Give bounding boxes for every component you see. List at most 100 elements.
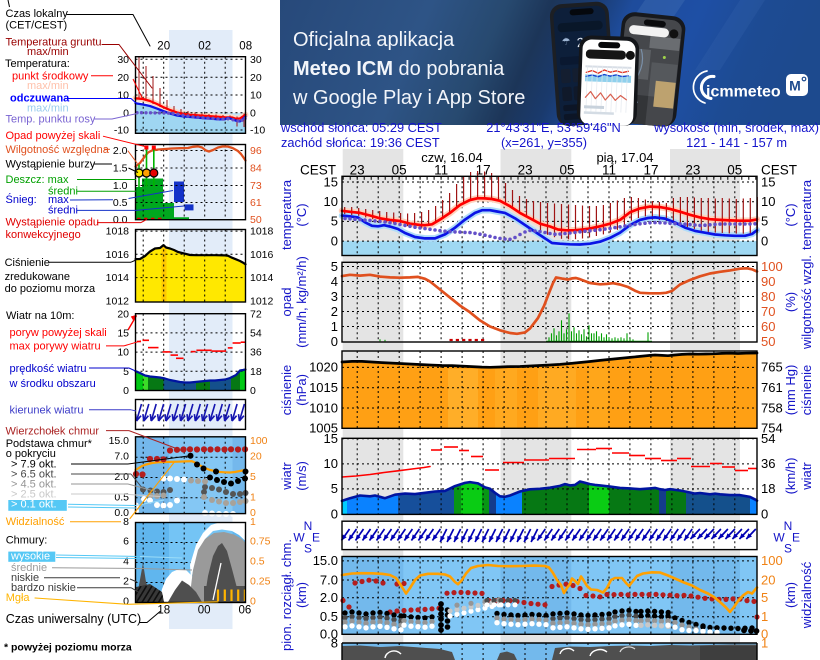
svg-text:10: 10 (117, 90, 129, 102)
svg-text:0: 0 (331, 507, 338, 522)
svg-text:0: 0 (250, 596, 256, 608)
svg-text:wysokie: wysokie (10, 550, 50, 562)
svg-text:M: M (789, 78, 801, 94)
svg-text:1012: 1012 (250, 296, 274, 308)
svg-text:0: 0 (761, 507, 768, 522)
svg-text:bardzo niskie: bardzo niskie (11, 582, 76, 594)
svg-text:średni: średni (48, 205, 78, 217)
svg-text:96: 96 (250, 145, 262, 157)
svg-text:Wierzchołek chmur: Wierzchołek chmur (6, 425, 100, 437)
svg-text:wiatr: wiatr (799, 462, 814, 491)
svg-text:20: 20 (250, 72, 262, 84)
svg-text:754: 754 (761, 421, 783, 436)
svg-text:1015: 1015 (309, 380, 338, 395)
svg-text:5: 5 (123, 366, 129, 378)
svg-text:0: 0 (250, 385, 256, 397)
svg-text:2.0: 2.0 (113, 145, 128, 157)
svg-text:wiatr: wiatr (279, 462, 294, 491)
svg-text:widzialność: widzialność (799, 561, 814, 629)
svg-text:1016: 1016 (250, 249, 274, 261)
svg-text:15.0: 15.0 (109, 435, 130, 447)
svg-text:10: 10 (324, 456, 338, 471)
svg-text:7.0: 7.0 (114, 451, 129, 463)
svg-text:50: 50 (250, 214, 262, 226)
svg-text:Temperatura gruntu: Temperatura gruntu (6, 36, 102, 48)
svg-text:w środku obszaru: w środku obszaru (9, 378, 96, 390)
svg-text:(km/h): (km/h) (783, 458, 798, 495)
svg-text:N: N (784, 519, 793, 533)
svg-text:5: 5 (331, 481, 338, 496)
svg-text:2.0: 2.0 (114, 471, 129, 483)
svg-text:1005: 1005 (309, 421, 338, 436)
svg-text:(km): (km) (783, 582, 798, 608)
svg-text:90: 90 (761, 274, 775, 289)
svg-text:21°43'31"E, 53°59'46"N: 21°43'31"E, 53°59'46"N (486, 120, 621, 135)
svg-text:E: E (792, 531, 800, 545)
svg-text:15: 15 (117, 328, 129, 340)
svg-text:0.75: 0.75 (250, 536, 271, 548)
svg-text:17: 17 (643, 163, 658, 178)
svg-text:0: 0 (123, 385, 129, 397)
svg-text:100: 100 (761, 259, 783, 274)
svg-text:Wilgotność względna: Wilgotność względna (6, 144, 110, 156)
svg-text:(°C): (°C) (294, 203, 309, 226)
svg-text:4: 4 (123, 556, 129, 568)
svg-text:Temp. punktu rosy: Temp. punktu rosy (6, 114, 96, 126)
svg-text:08: 08 (239, 41, 252, 53)
svg-text:30: 30 (117, 54, 129, 66)
svg-text:1020: 1020 (309, 360, 338, 375)
svg-text:0.5: 0.5 (320, 609, 338, 624)
svg-text:20: 20 (157, 41, 170, 53)
svg-text:CEST: CEST (300, 163, 336, 178)
svg-text:Ciśnienie: Ciśnienie (5, 257, 50, 269)
svg-text:0.25: 0.25 (250, 576, 271, 588)
svg-text:-10: -10 (114, 125, 129, 137)
svg-text:23: 23 (350, 163, 365, 178)
svg-text:Mgła: Mgła (6, 592, 31, 604)
svg-text:Wystąpienie opadu: Wystąpienie opadu (6, 217, 99, 229)
svg-text:23: 23 (685, 163, 700, 178)
svg-text:00: 00 (198, 605, 211, 617)
svg-text:(hPa): (hPa) (294, 374, 309, 406)
svg-text:Czas uniwersalny (UTC): Czas uniwersalny (UTC) (6, 612, 141, 626)
svg-text:CEST: CEST (761, 163, 797, 178)
svg-text:50: 50 (761, 334, 775, 349)
svg-text:max/min: max/min (27, 46, 69, 58)
svg-text:punkt środkowy: punkt środkowy (12, 70, 89, 82)
svg-text:73: 73 (250, 180, 262, 192)
svg-text:(°C): (°C) (783, 203, 798, 226)
svg-text:10: 10 (324, 194, 338, 209)
svg-text:1: 1 (761, 636, 768, 651)
svg-text:N: N (304, 519, 313, 533)
svg-text:1: 1 (331, 319, 338, 334)
svg-text:1018: 1018 (106, 226, 130, 238)
svg-text:pią, 17.04: pią, 17.04 (596, 150, 653, 165)
svg-text:84: 84 (250, 163, 262, 175)
svg-text:konwekcyjnego: konwekcyjnego (6, 229, 81, 241)
svg-text:20: 20 (250, 451, 262, 463)
svg-text:05: 05 (727, 163, 742, 178)
svg-text:1.0: 1.0 (113, 180, 128, 192)
svg-text:temperatura: temperatura (799, 179, 814, 250)
svg-text:> 4.5 okt.: > 4.5 okt. (11, 478, 57, 490)
svg-text:1014: 1014 (250, 272, 274, 284)
svg-text:02: 02 (198, 41, 211, 53)
svg-text:1012: 1012 (106, 296, 130, 308)
svg-text:S: S (304, 542, 312, 556)
svg-text:11: 11 (602, 163, 616, 178)
svg-text:opad: opad (279, 288, 294, 317)
svg-text:5: 5 (250, 471, 256, 483)
svg-text:0.0: 0.0 (114, 507, 129, 519)
svg-text:czw, 16.04: czw, 16.04 (421, 150, 482, 165)
svg-text:(x=261, y=355): (x=261, y=355) (501, 135, 587, 150)
svg-text:0.5: 0.5 (113, 197, 128, 209)
svg-text:06: 06 (239, 605, 252, 617)
svg-text:18: 18 (761, 481, 775, 496)
svg-text:2.0: 2.0 (320, 590, 338, 605)
svg-text:zredukowane: zredukowane (5, 271, 70, 283)
svg-text:05: 05 (559, 163, 574, 178)
svg-text:odczuwana: odczuwana (10, 93, 70, 105)
svg-text:0.0: 0.0 (320, 627, 338, 642)
svg-text:121 - 141 - 157 m: 121 - 141 - 157 m (686, 135, 787, 150)
svg-text:15: 15 (324, 174, 338, 189)
